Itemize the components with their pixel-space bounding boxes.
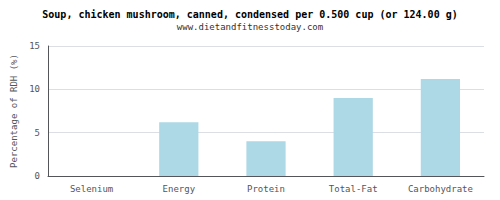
svg-text:Total-Fat: Total-Fat: [329, 184, 378, 194]
svg-text:Energy: Energy: [163, 184, 196, 194]
svg-text:10: 10: [29, 84, 40, 94]
svg-text:Protein: Protein: [247, 184, 285, 194]
svg-text:Selenium: Selenium: [70, 184, 113, 194]
svg-text:Carbohydrate: Carbohydrate: [408, 184, 473, 194]
svg-text:15: 15: [29, 41, 40, 51]
svg-text:Percentage of RDH (%): Percentage of RDH (%): [9, 54, 19, 168]
svg-text:0: 0: [35, 171, 40, 181]
svg-text:Soup, chicken mushroom, canned: Soup, chicken mushroom, canned, condense…: [42, 9, 457, 20]
svg-text:5: 5: [35, 128, 40, 138]
svg-text:www.dietandfitnesstoday.com: www.dietandfitnesstoday.com: [177, 22, 323, 32]
